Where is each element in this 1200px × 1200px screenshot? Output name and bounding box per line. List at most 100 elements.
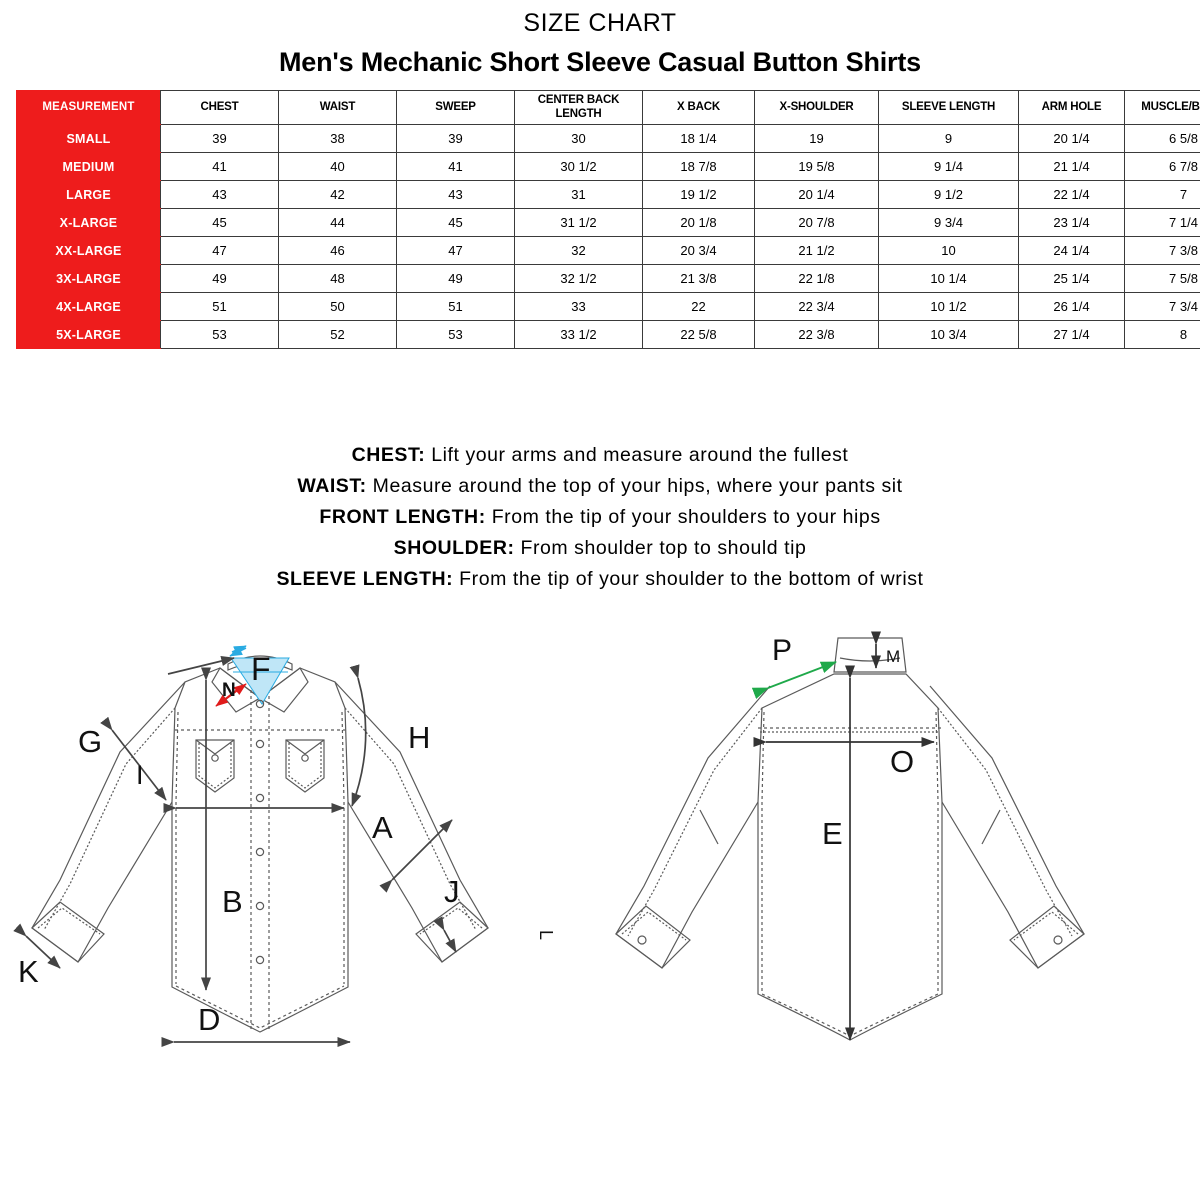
cell-chest: 51 — [160, 292, 279, 321]
cell-arm-hole: 26 1/4 — [1018, 292, 1125, 321]
cell-x-back: 20 1/8 — [642, 208, 755, 237]
cell-muscle-bicep: 7 — [1124, 180, 1200, 209]
column-header-waist: WAIST — [278, 90, 397, 125]
cell-x-back: 19 1/2 — [642, 180, 755, 209]
cell-chest: 43 — [160, 180, 279, 209]
row-size-label: LARGE — [16, 180, 161, 209]
cell-waist: 50 — [278, 292, 397, 321]
instruction-text: From shoulder top to should tip — [514, 537, 807, 559]
cell-center-back-length: 30 1/2 — [514, 152, 643, 181]
front-collar-measure-F — [229, 645, 247, 657]
cell-x-shoulder: 22 3/4 — [754, 292, 879, 321]
cell-chest: 49 — [160, 264, 279, 293]
cell-muscle-bicep: 6 5/8 — [1124, 124, 1200, 153]
cell-muscle-bicep: 7 3/8 — [1124, 236, 1200, 265]
cell-x-back: 22 — [642, 292, 755, 321]
cell-chest: 53 — [160, 320, 279, 349]
table-header-row: MEASUREMENT CHEST WAIST SWEEP CENTER BAC… — [16, 90, 1200, 125]
front-label-K: K — [18, 954, 39, 989]
cell-sweep: 47 — [396, 236, 515, 265]
front-label-I: I — [136, 760, 144, 790]
instruction-line-front-length: FRONT LENGTH: From the tip of your shoul… — [0, 502, 1200, 533]
cell-sweep: 49 — [396, 264, 515, 293]
back-label-P: P — [772, 634, 792, 667]
back-label-O: O — [890, 744, 914, 779]
cell-muscle-bicep: 7 1/4 — [1124, 208, 1200, 237]
row-size-label: X-LARGE — [16, 208, 161, 237]
cell-center-back-length: 32 1/2 — [514, 264, 643, 293]
cell-waist: 38 — [278, 124, 397, 153]
size-chart-table: MEASUREMENT CHEST WAIST SWEEP CENTER BAC… — [16, 90, 1200, 349]
table-row: 5X-LARGE 53 52 53 33 1/2 22 5/8 22 3/8 1… — [16, 320, 1200, 349]
back-label-M: M — [886, 647, 900, 666]
cell-waist: 40 — [278, 152, 397, 181]
instruction-text: From the tip of your shoulder to the bot… — [453, 568, 924, 590]
cell-arm-hole: 20 1/4 — [1018, 124, 1125, 153]
cell-sweep: 41 — [396, 152, 515, 181]
cell-chest: 47 — [160, 236, 279, 265]
cell-chest: 39 — [160, 124, 279, 153]
cell-sweep: 53 — [396, 320, 515, 349]
cell-arm-hole: 23 1/4 — [1018, 208, 1125, 237]
cell-x-shoulder: 22 3/8 — [754, 320, 879, 349]
column-header-measurement: MEASUREMENT — [16, 90, 161, 125]
cell-waist: 52 — [278, 320, 397, 349]
cell-arm-hole: 22 1/4 — [1018, 180, 1125, 209]
column-header-sleeve-length: SLEEVE LENGTH — [878, 90, 1019, 125]
cell-x-shoulder: 20 7/8 — [754, 208, 879, 237]
cell-x-shoulder: 20 1/4 — [754, 180, 879, 209]
front-measurement-lines — [13, 656, 457, 1048]
back-shoulder-measure-P — [751, 661, 837, 699]
front-view-shirt-diagram: G I K B D A H J L F N — [13, 645, 556, 1048]
cell-sleeve-length: 9 1/2 — [878, 180, 1019, 209]
cell-arm-hole: 25 1/4 — [1018, 264, 1125, 293]
technical-drawings: G I K B D A H J L F N — [0, 612, 1200, 1072]
cell-center-back-length: 33 — [514, 292, 643, 321]
row-size-label: 3X-LARGE — [16, 264, 161, 293]
cell-muscle-bicep: 7 3/4 — [1124, 292, 1200, 321]
cell-muscle-bicep: 6 7/8 — [1124, 152, 1200, 181]
instruction-line-waist: WAIST: Measure around the top of your hi… — [0, 471, 1200, 502]
front-label-B: B — [222, 884, 243, 919]
instruction-text: From the tip of your shoulders to your h… — [485, 506, 881, 528]
cell-sleeve-length: 10 1/4 — [878, 264, 1019, 293]
instruction-text: Lift your arms and measure around the fu… — [425, 444, 849, 466]
cell-x-shoulder: 22 1/8 — [754, 264, 879, 293]
cell-arm-hole: 27 1/4 — [1018, 320, 1125, 349]
column-header-sweep: SWEEP — [396, 90, 515, 125]
cell-center-back-length: 31 1/2 — [514, 208, 643, 237]
row-size-label: 5X-LARGE — [16, 320, 161, 349]
column-header-x-back: X BACK — [642, 90, 755, 125]
front-shirt-outline — [31, 655, 489, 1033]
cell-waist: 48 — [278, 264, 397, 293]
front-label-H: H — [408, 720, 430, 755]
cell-center-back-length: 32 — [514, 236, 643, 265]
back-label-E: E — [822, 816, 843, 851]
table-row: MEDIUM 41 40 41 30 1/2 18 7/8 19 5/8 9 1… — [16, 152, 1200, 181]
instruction-term: CHEST: — [351, 444, 426, 466]
cell-sweep: 45 — [396, 208, 515, 237]
cell-sleeve-length: 10 1/2 — [878, 292, 1019, 321]
instruction-term: SHOULDER: — [393, 537, 515, 559]
page-eyebrow-title: SIZE CHART — [523, 9, 677, 37]
front-label-J: J — [444, 874, 460, 909]
cell-x-shoulder: 19 5/8 — [754, 152, 879, 181]
cell-center-back-length: 31 — [514, 180, 643, 209]
front-label-L: L — [536, 930, 556, 940]
front-label-G: G — [78, 724, 102, 759]
measuring-instructions: CHEST: Lift your arms and measure around… — [0, 440, 1200, 595]
cell-sleeve-length: 10 — [878, 236, 1019, 265]
column-header-chest: CHEST — [160, 90, 279, 125]
back-view-shirt-diagram: P M O E — [615, 631, 1085, 1041]
front-collar-measure-N — [215, 683, 247, 707]
instruction-line-shoulder: SHOULDER: From shoulder top to should ti… — [0, 533, 1200, 564]
instruction-line-chest: CHEST: Lift your arms and measure around… — [0, 440, 1200, 471]
cell-waist: 42 — [278, 180, 397, 209]
cell-center-back-length: 30 — [514, 124, 643, 153]
row-size-label: XX-LARGE — [16, 236, 161, 265]
cell-x-back: 21 3/8 — [642, 264, 755, 293]
cell-sleeve-length: 9 3/4 — [878, 208, 1019, 237]
cell-waist: 46 — [278, 236, 397, 265]
table-row: 3X-LARGE 49 48 49 32 1/2 21 3/8 22 1/8 1… — [16, 264, 1200, 293]
